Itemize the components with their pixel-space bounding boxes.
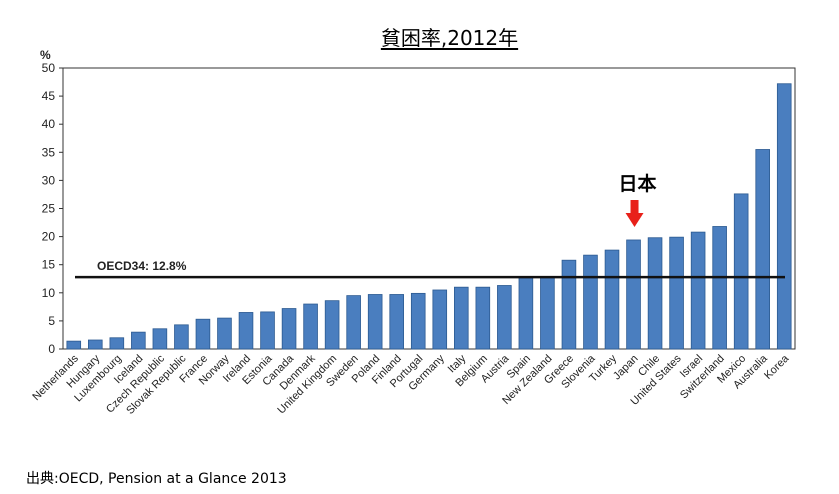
japan-arrow-shaft	[630, 200, 639, 214]
bar	[432, 289, 448, 350]
y-tick-label: 5	[48, 314, 55, 328]
bar	[324, 300, 340, 350]
bar	[776, 83, 792, 350]
bar	[281, 308, 297, 350]
bar	[669, 236, 684, 350]
bar	[454, 286, 469, 350]
bar	[195, 318, 211, 350]
x-tick-label: Japan	[611, 353, 641, 383]
bar	[260, 311, 275, 350]
y-tick-label: 50	[42, 61, 56, 75]
y-tick-label: 15	[42, 258, 56, 272]
y-tick-label: 30	[42, 173, 56, 187]
bar	[174, 324, 189, 350]
bar	[88, 339, 103, 350]
plot-frame	[62, 67, 796, 350]
bar	[712, 226, 727, 350]
bar	[540, 276, 555, 350]
oecd-average-label: OECD34: 12.8%	[97, 259, 187, 273]
source-note: 出典:OECD, Pension at a Glance 2013	[26, 471, 287, 487]
bar	[733, 193, 749, 350]
bar	[497, 285, 512, 350]
y-tick-label: 25	[42, 202, 56, 216]
bar	[518, 277, 534, 350]
bar	[66, 340, 82, 350]
y-tick-label: 20	[42, 230, 56, 244]
bar	[626, 239, 641, 350]
y-tick-label: 40	[42, 117, 56, 131]
bar	[109, 337, 125, 350]
bar	[647, 237, 663, 350]
japan-annotation-label: 日本	[619, 172, 657, 195]
bar	[389, 294, 404, 350]
y-tick-label: 35	[42, 145, 56, 159]
x-tick-label: Korea	[762, 352, 792, 382]
bar	[690, 231, 706, 350]
bar	[303, 303, 318, 350]
bar	[346, 295, 361, 350]
bar	[475, 286, 491, 350]
y-axis-label: %	[40, 48, 51, 62]
bar	[755, 149, 770, 350]
y-tick-label: 0	[48, 342, 55, 356]
y-tick-label: 45	[42, 89, 56, 103]
bar	[561, 259, 577, 350]
bar	[217, 317, 232, 350]
bar	[583, 254, 598, 350]
bar	[604, 249, 620, 350]
bar	[152, 328, 168, 350]
bar	[238, 312, 254, 350]
japan-arrow-icon	[625, 213, 644, 227]
bar	[367, 294, 383, 350]
y-tick-label: 10	[42, 286, 56, 300]
chart-title: 貧困率,2012年	[380, 26, 519, 50]
bar	[131, 331, 146, 350]
bar	[410, 292, 426, 350]
